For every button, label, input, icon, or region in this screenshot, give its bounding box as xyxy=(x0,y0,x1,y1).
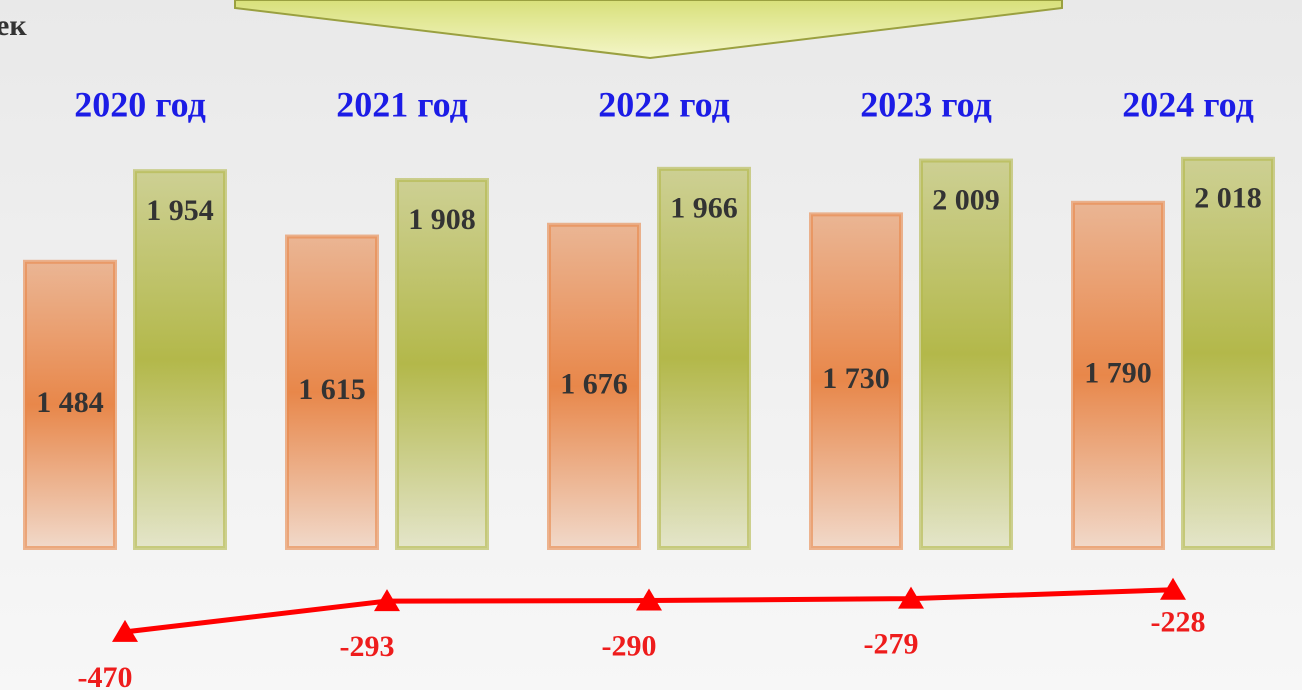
difference-label: -290 xyxy=(602,629,657,662)
bar xyxy=(1071,200,1165,551)
category-label: 2022 год xyxy=(598,84,730,124)
difference-label: -293 xyxy=(340,630,395,663)
difference-label: -228 xyxy=(1151,606,1206,639)
category-label: 2020 год xyxy=(74,84,206,124)
value-label: 1 615 xyxy=(298,373,366,406)
value-label: 1 484 xyxy=(36,386,104,419)
bar xyxy=(133,169,227,551)
bar xyxy=(1181,156,1275,550)
marker xyxy=(112,619,138,642)
bar xyxy=(657,166,751,550)
category-label: 2023 год xyxy=(860,84,992,124)
value-label: 2 009 xyxy=(932,183,1000,216)
title: ек xyxy=(0,9,27,42)
value-label: 1 790 xyxy=(1084,356,1152,389)
value-label: 1 908 xyxy=(408,203,476,236)
banner xyxy=(234,0,1063,60)
value-label: 1 676 xyxy=(560,367,628,400)
marker xyxy=(636,588,662,611)
category-label: 2021 год xyxy=(336,84,468,124)
bar xyxy=(23,259,117,550)
marker xyxy=(1160,577,1186,600)
bar xyxy=(547,222,641,550)
bar xyxy=(809,212,903,550)
value-label: 2 018 xyxy=(1194,182,1262,215)
difference-label: -279 xyxy=(864,628,919,661)
marker xyxy=(898,586,924,609)
value-label: 1 954 xyxy=(146,194,214,227)
marker xyxy=(374,589,400,612)
bar xyxy=(285,234,379,551)
bar xyxy=(919,158,1013,551)
value-label: 1 730 xyxy=(822,362,890,395)
category-label: 2024 год xyxy=(1122,84,1254,124)
value-label: 1 966 xyxy=(670,192,738,225)
bar xyxy=(395,178,489,550)
difference-label: -470 xyxy=(78,661,133,690)
